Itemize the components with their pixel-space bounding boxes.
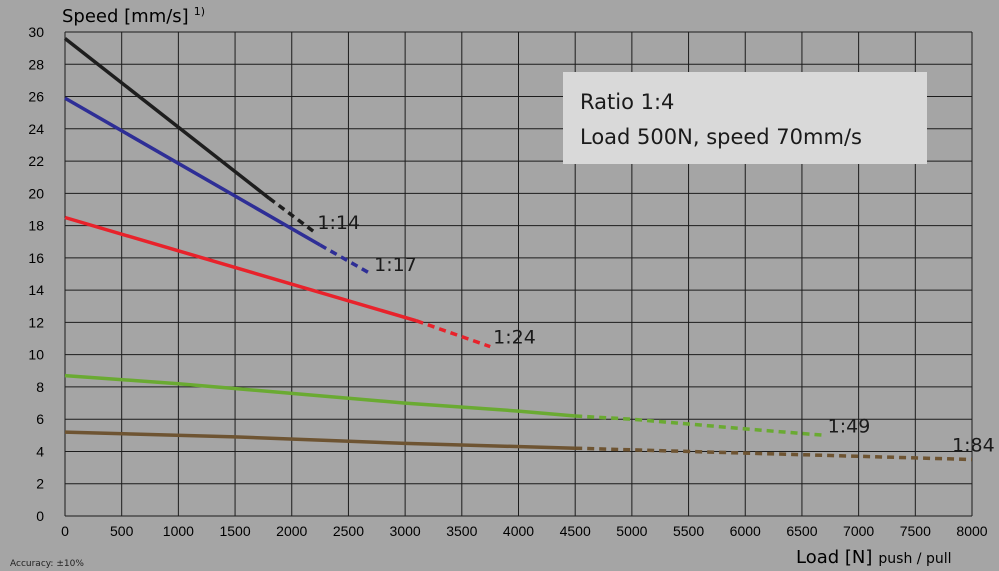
x-tick-label: 1000 [163, 523, 194, 539]
y-tick-label: 10 [28, 347, 44, 363]
series-1-14-label: 1:14 [317, 212, 360, 234]
info-box-line2: Load 500N, speed 70mm/s [580, 125, 862, 149]
x-tick-label: 6500 [786, 523, 817, 539]
y-tick-label: 2 [36, 476, 44, 492]
y-tick-label: 28 [28, 56, 44, 72]
y-tick-label: 6 [36, 411, 44, 427]
y-tick-label: 26 [28, 89, 44, 105]
series-1-84-line [64, 430, 576, 450]
y-tick-label: 24 [28, 121, 44, 137]
info-box-background [563, 72, 927, 164]
info-box: Ratio 1:4 Load 500N, speed 70mm/s [563, 72, 927, 164]
series-1-24-dashed-line [415, 319, 491, 349]
series-1-49-label: 1:49 [828, 415, 871, 437]
x-tick-label: 6000 [730, 523, 761, 539]
y-tick-label: 30 [28, 24, 44, 40]
x-tick-label: 1500 [219, 523, 250, 539]
x-tick-label: 0 [61, 523, 69, 539]
y-axis-title: Speed [mm/s] 1) [62, 5, 205, 27]
series-1-49-dashed-line [575, 414, 825, 438]
x-tick-label: 2500 [333, 523, 364, 539]
y-axis-label: Speed [mm/s] [62, 6, 189, 27]
series-1-84-label: 1:84 [952, 435, 995, 457]
series-1-17-line [64, 96, 321, 247]
x-tick-label: 2000 [276, 523, 307, 539]
x-tick-label: 4500 [560, 523, 591, 539]
y-tick-label: 12 [28, 314, 44, 330]
series-1-24-line [64, 215, 417, 323]
y-tick-label: 18 [28, 218, 44, 234]
x-axis-label: Load [N] [796, 547, 872, 568]
series-lines [63, 37, 973, 462]
y-tick-label: 0 [36, 508, 44, 524]
x-tick-label: 3000 [390, 523, 421, 539]
series-1-49-line [64, 373, 576, 418]
x-axis-title: Load [N] push / pull [796, 547, 952, 568]
x-axis-label-suffix: push / pull [878, 551, 951, 567]
grid-lines [64, 31, 973, 517]
series-1-24-label: 1:24 [493, 327, 536, 349]
info-box-line1: Ratio 1:4 [580, 90, 674, 114]
series-1-17-label: 1:17 [374, 254, 417, 276]
y-tick-label: 20 [28, 185, 44, 201]
y-tick-label: 4 [36, 443, 44, 459]
y-axis-footnote-marker: 1) [194, 5, 205, 18]
x-tick-label: 8000 [956, 523, 987, 539]
x-tick-label: 5500 [673, 523, 704, 539]
y-tick-label: 16 [28, 250, 44, 266]
x-tick-label: 4000 [503, 523, 534, 539]
series-1-14-line [63, 37, 271, 200]
series-labels: 1:14 1:17 1:24 1:49 1:84 [317, 212, 994, 456]
y-tick-label: 8 [36, 379, 44, 395]
x-tick-label: 7500 [900, 523, 931, 539]
x-tick-label: 5000 [616, 523, 647, 539]
y-tick-label: 14 [28, 282, 44, 298]
accuracy-note: Accuracy: ±10% [10, 559, 84, 569]
series-1-84-dashed-line [575, 446, 973, 462]
series-1-17-dashed-line [319, 243, 372, 276]
x-tick-labels: 0 500 1000 1500 2000 2500 3000 3500 4000 4500 5000… [61, 523, 988, 539]
y-tick-label: 22 [28, 153, 44, 169]
series-1-14-dashed-line [268, 196, 316, 234]
x-tick-label: 500 [110, 523, 134, 539]
x-tick-label: 7000 [843, 523, 874, 539]
x-tick-label: 3500 [446, 523, 477, 539]
